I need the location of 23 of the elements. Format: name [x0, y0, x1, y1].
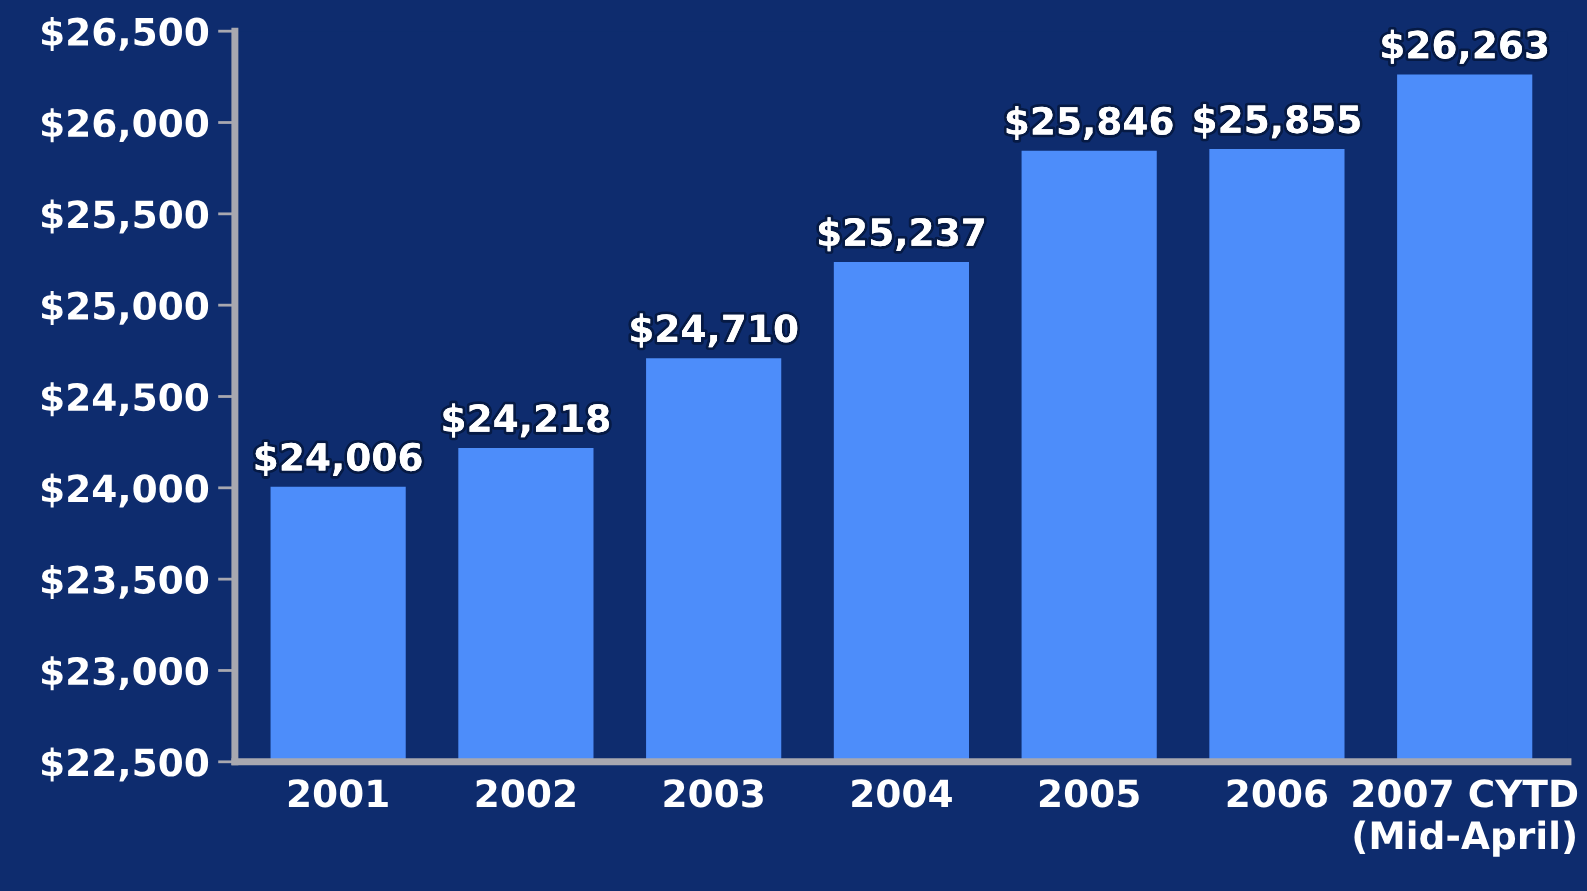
data-label: $24,006 — [255, 442, 422, 477]
y-tick-label: $24,500 — [42, 382, 209, 417]
x-tick-label: 2002 — [476, 779, 575, 808]
y-tick-label: $24,000 — [42, 473, 209, 508]
x-tick-label: 2005 — [1039, 779, 1139, 808]
data-label: $24,710 — [631, 313, 798, 348]
data-label: $25,846 — [1006, 106, 1173, 141]
y-tick-label: $26,500 — [42, 16, 209, 51]
x-tick-label: 2003 — [664, 779, 763, 808]
data-label: $24,218 — [443, 403, 609, 438]
y-tick-label: $25,000 — [42, 290, 209, 325]
y-tick-label: $23,500 — [42, 564, 209, 599]
y-tick-label: $25,500 — [42, 199, 209, 234]
x-tick-label: 2004 — [852, 779, 952, 808]
x-tick-label: 2007 CYTD (Mid-April) — [1353, 779, 1578, 857]
x-tick-label: 2006 — [1227, 779, 1328, 808]
y-tick-label: $22,500 — [42, 747, 209, 782]
x-tick-label: 2001 — [288, 779, 388, 808]
data-label: $26,263 — [1382, 29, 1548, 64]
y-tick-label: $26,000 — [42, 108, 209, 143]
y-tick-label: $23,000 — [42, 656, 209, 691]
data-label: $25,237 — [818, 217, 984, 252]
data-label: $25,855 — [1194, 104, 1360, 139]
